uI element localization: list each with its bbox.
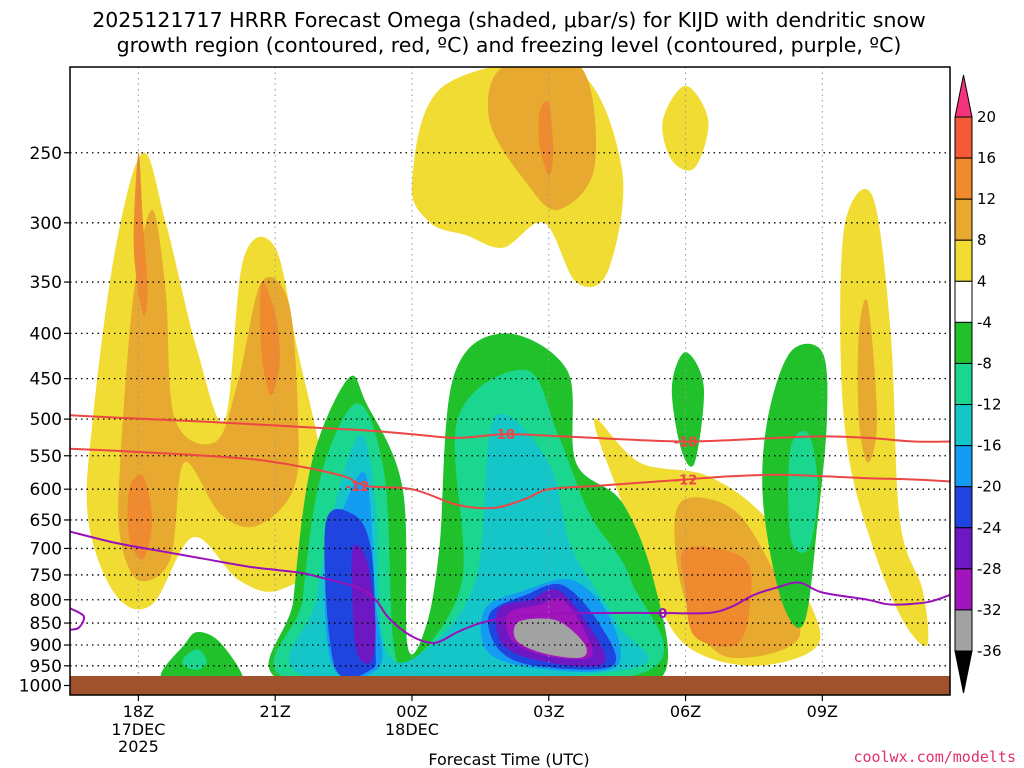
colorbar-band-11: [954, 568, 973, 611]
credit-text: coolwx.com/modelts: [853, 748, 1016, 766]
colorbar-bottom-arrow: [954, 650, 973, 694]
ground-surface: [70, 676, 950, 695]
y-tick-label-550: 550: [30, 447, 62, 467]
x-tick-label-18Z: 18Z: [123, 702, 154, 721]
colorbar-top-arrow: [954, 74, 973, 118]
colorbar-band-5: [954, 321, 973, 364]
y-tick-label-700: 700: [30, 539, 62, 559]
colorbar-level-0: 20: [977, 108, 996, 126]
colorbar-level-9: -20: [977, 478, 1002, 496]
gridlines: [70, 67, 950, 695]
colorbar-band-0: [954, 116, 973, 159]
x-tick-sublabel-18Z-1: 2025: [118, 737, 159, 756]
colorbar: 20 16 12 8 4 -4 -8 -12 -16 -20 -24 -28 -32 -36: [954, 74, 1002, 694]
omega-region-1: [118, 209, 299, 582]
omega-region-13: [857, 299, 877, 463]
dgz-contour-1: [70, 447, 950, 510]
colorbar-level-4: 4: [977, 272, 987, 290]
dgz-contour-0: [70, 414, 950, 443]
dgz-contour-label-1-1: -12: [674, 473, 698, 488]
y-tick-label-600: 600: [30, 480, 62, 500]
x-tick-label-06Z: 06Z: [670, 702, 701, 721]
colorbar-level-13: -36: [977, 642, 1002, 660]
freezing-level-contour-edge: [70, 607, 86, 631]
y-tick-label-500: 500: [30, 410, 62, 430]
y-tick-label-350: 350: [30, 273, 62, 293]
dgz-contour-label-1-0: -12: [346, 480, 370, 495]
colorbar-band-2: [954, 198, 973, 241]
omega-region-11: [680, 546, 752, 647]
omega-region-29: [788, 431, 818, 553]
x-tick-label-03Z: 03Z: [533, 702, 564, 721]
colorbar-level-10: -24: [977, 519, 1002, 537]
colorbar-level-3: 8: [977, 231, 987, 249]
colorbar-band-6: [954, 362, 973, 406]
y-tick-label-950: 950: [30, 657, 62, 677]
dgz-contour-label-0-1: -18: [674, 436, 698, 451]
omega-region-24: [513, 618, 587, 658]
colorbar-band-8: [954, 445, 973, 488]
colorbar-level-5: -4: [977, 313, 992, 331]
x-tick-label-09Z: 09Z: [807, 702, 838, 721]
y-tick-label-1000: 1000: [19, 677, 62, 697]
x-tick-label-00Z: 00Z: [396, 702, 427, 721]
x-tick-sublabel-00Z-0: 18DEC: [385, 720, 439, 739]
colorbar-level-2: 12: [977, 190, 996, 208]
freezing-level-label: 0: [658, 607, 667, 622]
colorbar-band-3: [954, 239, 973, 282]
colorbar-level-11: -28: [977, 560, 1002, 578]
omega-region-21: [351, 544, 376, 664]
contour-layer: -18 -18 -12 -12 0: [70, 414, 950, 644]
y-tick-label-250: 250: [30, 144, 62, 164]
colorbar-level-6: -8: [977, 354, 992, 372]
omega-region-27: [671, 352, 705, 467]
plot-frame: [69, 66, 951, 696]
y-tick-label-650: 650: [30, 511, 62, 531]
y-tick-label-450: 450: [30, 370, 62, 390]
colorbar-band-1: [954, 157, 973, 200]
colorbar-band-7: [954, 404, 973, 447]
freezing-level-contour: [70, 530, 950, 644]
omega-region-4: [260, 281, 280, 396]
chart-title-line-2: growth region (contoured, red, ºC) and f…: [117, 33, 902, 57]
omega-region-2: [133, 152, 148, 316]
y-tick-label-750: 750: [30, 566, 62, 586]
y-tick-label-800: 800: [30, 591, 62, 611]
omega-region-26: [182, 649, 207, 670]
dgz-contour-label-0-0: -18: [491, 428, 515, 443]
colorbar-level-7: -12: [977, 396, 1002, 414]
omega-region-7: [538, 101, 554, 176]
colorbar-level-1: 16: [977, 149, 996, 167]
omega-region-12: [840, 188, 929, 647]
y-tick-label-900: 900: [30, 636, 62, 656]
x-tick-sublabel-18Z-0: 17DEC: [111, 720, 165, 739]
colorbar-band-12: [954, 609, 973, 652]
colorbar-band-10: [954, 527, 973, 570]
chart-title-line-1: 2025121717 HRRR Forecast Omega (shaded, …: [92, 8, 926, 32]
omega-region-3: [127, 474, 153, 560]
colorbar-level-12: -32: [977, 601, 1002, 619]
x-tick-label-21Z: 21Z: [260, 702, 291, 721]
x-axis-label: Forecast Time (UTC): [428, 750, 589, 768]
y-tick-label-850: 850: [30, 614, 62, 634]
colorbar-band-9: [954, 486, 973, 529]
omega-shading-layer: [86, 67, 929, 691]
colorbar-level-8: -16: [977, 437, 1002, 455]
y-tick-label-300: 300: [30, 214, 62, 234]
colorbar-band-4: [954, 280, 973, 323]
y-tick-label-400: 400: [30, 324, 62, 344]
